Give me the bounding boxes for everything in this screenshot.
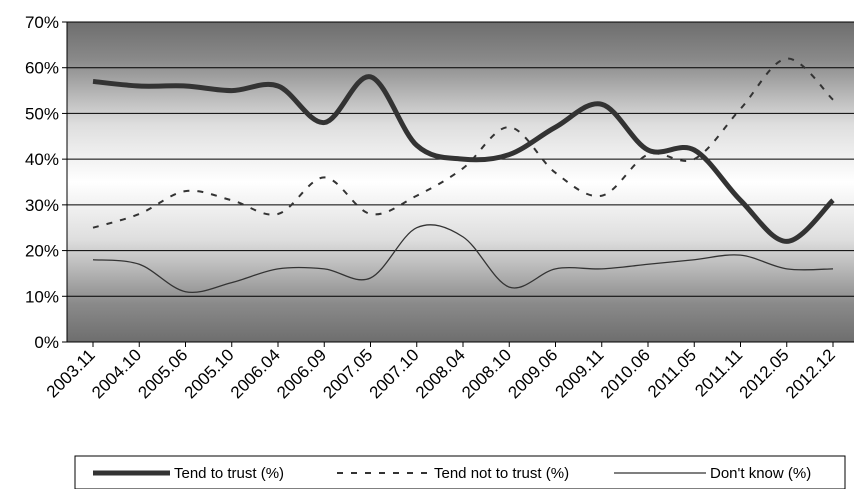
- legend-label: Don't know (%): [710, 465, 811, 482]
- x-tick-label: 2006.09: [273, 345, 330, 402]
- series-line: [92, 57, 834, 229]
- axes: [62, 21, 854, 347]
- y-axis-tick-labels: 0% 10% 20% 30% 40% 50% 60% 70%: [25, 13, 59, 352]
- x-tick-label: 2008.04: [412, 345, 469, 402]
- x-tick-label: 2006.04: [227, 345, 284, 402]
- y-tick-label: 60%: [25, 59, 59, 78]
- legend: Tend to trust (%) Tend not to trust (%) Do…: [74, 455, 846, 489]
- x-tick-label: 2007.10: [366, 345, 423, 402]
- y-tick-label: 0%: [34, 333, 59, 352]
- x-tick-label: 2007.05: [319, 345, 376, 402]
- y-tick-label: 30%: [25, 196, 59, 215]
- series-line: [92, 74, 835, 244]
- x-axis-tick-labels: 2003.112004.102005.062005.102006.042006.…: [43, 345, 839, 402]
- series-lines: [92, 57, 835, 293]
- x-tick-label: 2012.12: [782, 345, 839, 402]
- legend-box: [74, 455, 846, 489]
- x-tick-label: 2012.05: [736, 345, 793, 402]
- x-tick-label: 2005.10: [181, 345, 238, 402]
- x-tick-label: 2004.10: [88, 345, 145, 402]
- y-tick-label: 20%: [25, 242, 59, 261]
- y-tick-label: 10%: [25, 287, 59, 306]
- y-tick-label: 50%: [25, 104, 59, 123]
- x-tick-label: 2008.10: [458, 345, 515, 402]
- plot-area: [67, 22, 854, 342]
- x-tick-label: 2003.11: [43, 345, 99, 401]
- y-tick-label: 40%: [25, 150, 59, 169]
- gridlines: [67, 21, 854, 297]
- x-tick-label: 2009.11: [552, 345, 608, 401]
- legend-label: Tend not to trust (%): [434, 465, 569, 482]
- x-tick-label: 2010.06: [597, 345, 654, 402]
- legend-label: Tend to trust (%): [174, 465, 284, 482]
- x-tick-label: 2005.06: [134, 345, 191, 402]
- series-line: [92, 224, 834, 293]
- x-tick-label: 2009.06: [504, 345, 561, 402]
- x-tick-label: 2011.05: [644, 345, 700, 401]
- y-tick-label: 70%: [25, 13, 59, 32]
